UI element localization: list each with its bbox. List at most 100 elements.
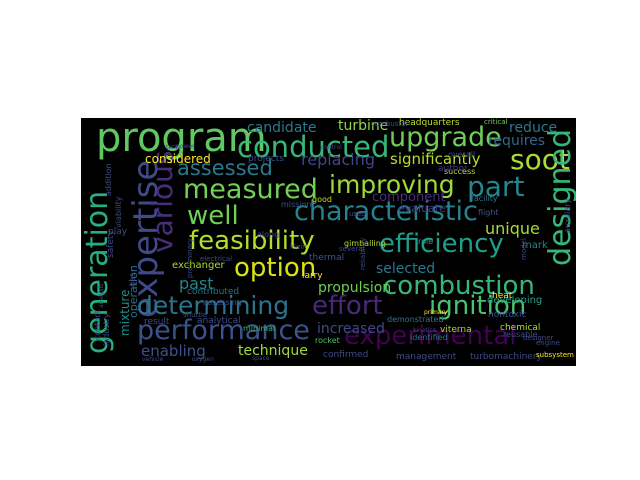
word-thermal: thermal	[309, 253, 345, 263]
word-test: test	[166, 144, 178, 151]
word-selected: selected	[376, 261, 436, 277]
word-control: control	[321, 144, 342, 151]
word-used: used	[349, 210, 366, 218]
word-assessing: assessing	[203, 298, 242, 307]
word-soot: soot	[510, 143, 570, 176]
word-effort: effort	[312, 291, 383, 321]
word-play: play	[108, 227, 128, 237]
word-rocket: rocket	[315, 336, 340, 345]
word-nontoxic: nontoxic	[488, 310, 527, 320]
word-shuttle: shuttle	[183, 311, 208, 319]
word-demonstrated: demonstrated	[387, 315, 444, 324]
word-primary: primary	[424, 309, 448, 316]
word-identified: identified	[410, 333, 448, 342]
word-overall: overall	[448, 150, 476, 159]
word-designer: designer	[523, 334, 554, 342]
word-evaluate: evaluate	[398, 202, 446, 215]
word-flight: flight	[478, 208, 499, 217]
word-considered: considered	[145, 152, 211, 166]
word-safety: safety	[106, 230, 116, 258]
word-past: past	[179, 274, 214, 293]
word-option: option	[234, 253, 317, 283]
word-klein: klein	[290, 243, 307, 251]
word-projects: projects	[248, 154, 284, 164]
word-confirmed: confirmed	[323, 350, 369, 360]
word-requires: requires	[488, 133, 546, 149]
word-feasibility: feasibility	[189, 226, 315, 256]
word-performance: performance	[137, 315, 310, 346]
word-combustion: combustion	[383, 271, 535, 301]
word-technique: technique	[238, 343, 308, 359]
word-addition: addition	[104, 163, 113, 196]
word-electrical: electrical	[200, 255, 233, 263]
word-enabling: enabling	[141, 342, 206, 360]
word-combustor: combustor	[371, 120, 409, 128]
word-conducted: conducted	[237, 130, 390, 164]
word-minimal: minimal	[243, 324, 276, 333]
word-replacing: replacing	[301, 150, 376, 169]
word-along: along	[257, 230, 280, 239]
word-role: role	[418, 237, 434, 246]
word-turbine: turbine	[338, 118, 389, 134]
word-headquarters: headquarters	[399, 118, 460, 128]
word-chemical: chemical	[500, 323, 541, 333]
word-experimental: experimental	[344, 321, 517, 351]
word-ignition: ignition	[429, 291, 527, 321]
word-analysis: analysis	[98, 283, 105, 308]
word-facility: facility	[471, 194, 498, 203]
word-analytical: analytical	[197, 316, 241, 326]
word-program: program	[96, 118, 267, 161]
word-candidate: candidate	[247, 120, 317, 136]
word-cloud: program conducted upgrade expertise generati…	[81, 118, 576, 366]
word-improving: improving	[329, 170, 455, 199]
word-measured: measured	[183, 174, 318, 205]
word-assessed: assessed	[177, 156, 273, 180]
word-exchanger: exchanger	[172, 260, 225, 271]
word-well: well	[187, 201, 239, 231]
word-model: model	[520, 238, 528, 260]
word-mission: mission	[281, 200, 312, 209]
word-industry: industry	[102, 313, 111, 346]
word-turbomachinery: turbomachinery	[470, 352, 542, 362]
word-component: component	[372, 190, 446, 205]
word-significantly: significantly	[390, 150, 481, 168]
word-unique: unique	[485, 219, 540, 238]
word-oxygen: oxygen	[192, 356, 214, 363]
word-contributed: contributed	[187, 287, 240, 297]
word-management: management	[396, 352, 457, 362]
word-increased: increased	[317, 321, 385, 337]
word-subsystem: subsystem	[536, 351, 574, 359]
word-result: result	[144, 317, 170, 327]
word-author: author	[438, 164, 468, 174]
word-larry: larry	[302, 271, 323, 281]
word-space: space	[252, 355, 270, 362]
word-reduce: reduce	[509, 120, 558, 136]
word-gimballing: gimballing	[344, 239, 386, 248]
word-mark: mark	[522, 240, 548, 251]
word-vehicle: vehicle	[142, 356, 164, 363]
word-several: several	[339, 245, 365, 253]
word-power: power	[176, 143, 195, 150]
word-designed: designed	[543, 128, 576, 266]
word-gas: gas	[128, 272, 137, 287]
word-reusable: reusable	[503, 330, 538, 339]
word-viability: viability	[114, 196, 123, 228]
word-kinetics: kinetics	[413, 327, 437, 334]
word-success: success	[444, 167, 476, 176]
word-engine: engine	[536, 339, 560, 347]
word-viterna: viterna	[440, 325, 472, 335]
word-contact: contact	[93, 310, 102, 340]
word-efficiency: efficiency	[379, 229, 504, 259]
word-reliability: reliability	[359, 237, 367, 270]
word-good: good	[312, 195, 332, 204]
word-preliminary: preliminary	[186, 238, 194, 278]
word-part: part	[467, 170, 525, 203]
word-propulsion: propulsion	[318, 280, 392, 296]
word-critical: critical	[484, 118, 508, 126]
word-auxiliary: auxiliary	[563, 198, 572, 233]
word-determining: determining	[137, 291, 290, 320]
word-heat: heat	[492, 291, 513, 301]
word-upgrade: upgrade	[389, 122, 502, 153]
word-mixture: mixture	[118, 289, 132, 337]
word-characteristic: characteristic	[294, 196, 478, 227]
